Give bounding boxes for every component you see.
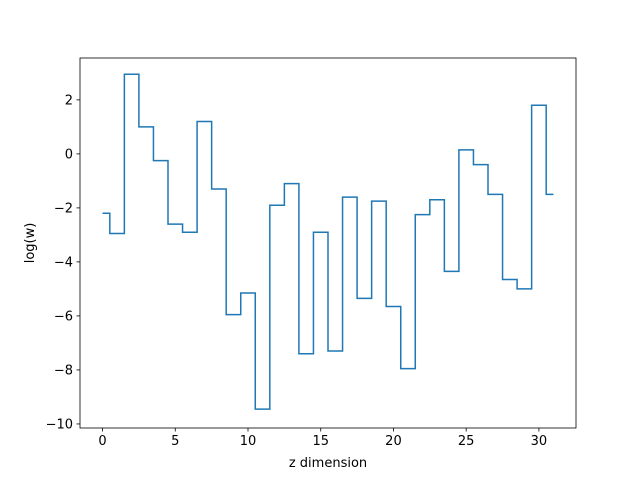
y-axis-label: log(w) — [23, 223, 38, 264]
x-tick-label: 5 — [171, 434, 179, 449]
x-tick-label: 15 — [312, 434, 329, 449]
x-axis-ticks: 0 5 10 15 20 25 30 — [98, 428, 547, 449]
x-tick-label: 30 — [531, 434, 548, 449]
y-tick-label: 0 — [65, 147, 73, 162]
y-tick-label: −10 — [46, 417, 73, 432]
x-axis-label: z dimension — [289, 456, 367, 471]
y-axis-ticks: −10 −8 −6 −4 −2 0 2 — [46, 93, 80, 432]
x-tick-label: 10 — [240, 434, 257, 449]
plot-frame — [79, 57, 577, 429]
y-tick-label: −8 — [54, 363, 73, 378]
y-tick-label: −6 — [54, 309, 73, 324]
y-tick-label: −4 — [54, 255, 73, 270]
x-tick-label: 0 — [98, 434, 106, 449]
x-tick-label: 20 — [385, 434, 402, 449]
y-tick-label: −2 — [54, 201, 73, 216]
y-tick-label: 2 — [65, 93, 73, 108]
x-tick-label: 25 — [458, 434, 475, 449]
series-line-0 — [102, 73, 554, 410]
series-layer — [102, 73, 554, 410]
